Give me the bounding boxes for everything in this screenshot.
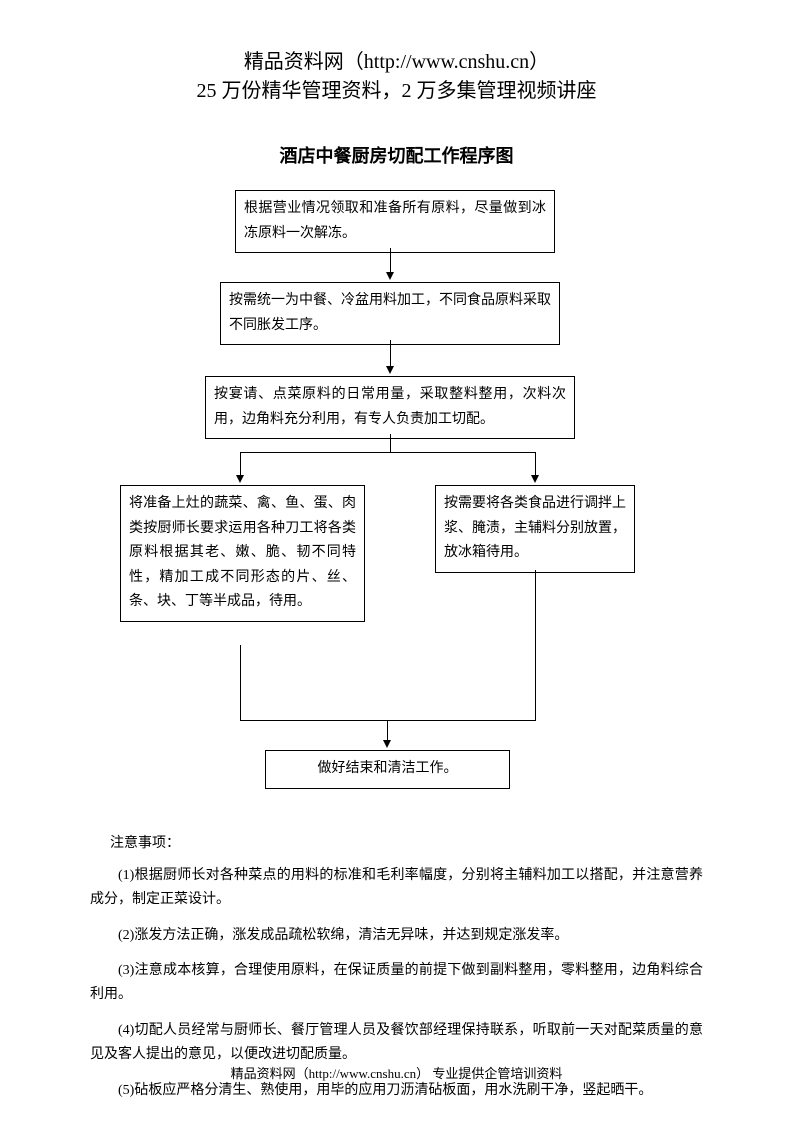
header-line-2: 25 万份精华管理资料，2 万多集管理视频讲座 <box>90 77 703 106</box>
arrow-down-icon <box>386 366 394 374</box>
header-line-1: 精品资料网（http://www.cnshu.cn） <box>90 48 703 77</box>
flow-node-5: 按需要将各类食品进行调拌上浆、腌渍，主辅料分别放置，放冰箱待用。 <box>435 485 635 573</box>
flow-edge <box>390 340 391 368</box>
flow-node-4: 将准备上灶的蔬菜、禽、鱼、蛋、肉类按厨师长要求运用各种刀工将各类原料根据其老、嫩… <box>120 485 365 622</box>
page-footer: 精品资料网（http://www.cnshu.cn） 专业提供企管培训资料 <box>0 1063 793 1082</box>
note-item: (1)根据厨师长对各种菜点的用料的标准和毛利率幅度，分别将主辅料加工以搭配，并注… <box>90 864 703 912</box>
arrow-down-icon <box>236 475 244 483</box>
flow-edge <box>240 452 535 453</box>
flow-node-1: 根据营业情况领取和准备所有原料，尽量做到冰冻原料一次解冻。 <box>235 190 555 253</box>
flow-edge <box>240 720 536 721</box>
flow-edge <box>240 645 241 720</box>
note-item: (5)砧板应严格分清生、熟使用，用毕的应用刀沥清砧板面，用水洗刷干净，竖起晒干。 <box>90 1079 703 1103</box>
document-title: 酒店中餐厨房切配工作程序图 <box>90 142 703 168</box>
notes-heading: 注意事项： <box>110 832 703 852</box>
arrow-down-icon <box>383 740 391 748</box>
flow-node-6: 做好结束和清洁工作。 <box>265 750 510 789</box>
flow-node-3: 按宴请、点菜原料的日常用量，采取整料整用，次料次用，边角料充分利用，有专人负责加… <box>205 376 575 439</box>
page-header: 精品资料网（http://www.cnshu.cn） 25 万份精华管理资料，2… <box>90 48 703 106</box>
flow-edge <box>390 248 391 274</box>
flow-edge <box>387 720 388 742</box>
flow-edge <box>535 452 536 477</box>
arrow-down-icon <box>531 475 539 483</box>
flow-edge <box>240 452 241 477</box>
note-item: (2)涨发方法正确，涨发成品疏松软绵，清洁无异味，并达到规定涨发率。 <box>90 924 703 948</box>
note-item: (4)切配人员经常与厨师长、餐厅管理人员及餐饮部经理保持联系，听取前一天对配菜质… <box>90 1019 703 1067</box>
flow-node-2: 按需统一为中餐、冷盆用料加工，不同食品原料采取不同胀发工序。 <box>220 282 560 345</box>
arrow-down-icon <box>386 272 394 280</box>
flow-edge <box>390 434 391 452</box>
flowchart: 根据营业情况领取和准备所有原料，尽量做到冰冻原料一次解冻。 按需统一为中餐、冷盆… <box>90 190 703 830</box>
flow-edge <box>535 570 536 720</box>
note-item: (3)注意成本核算，合理使用原料，在保证质量的前提下做到副料整用，零料整用，边角… <box>90 959 703 1007</box>
